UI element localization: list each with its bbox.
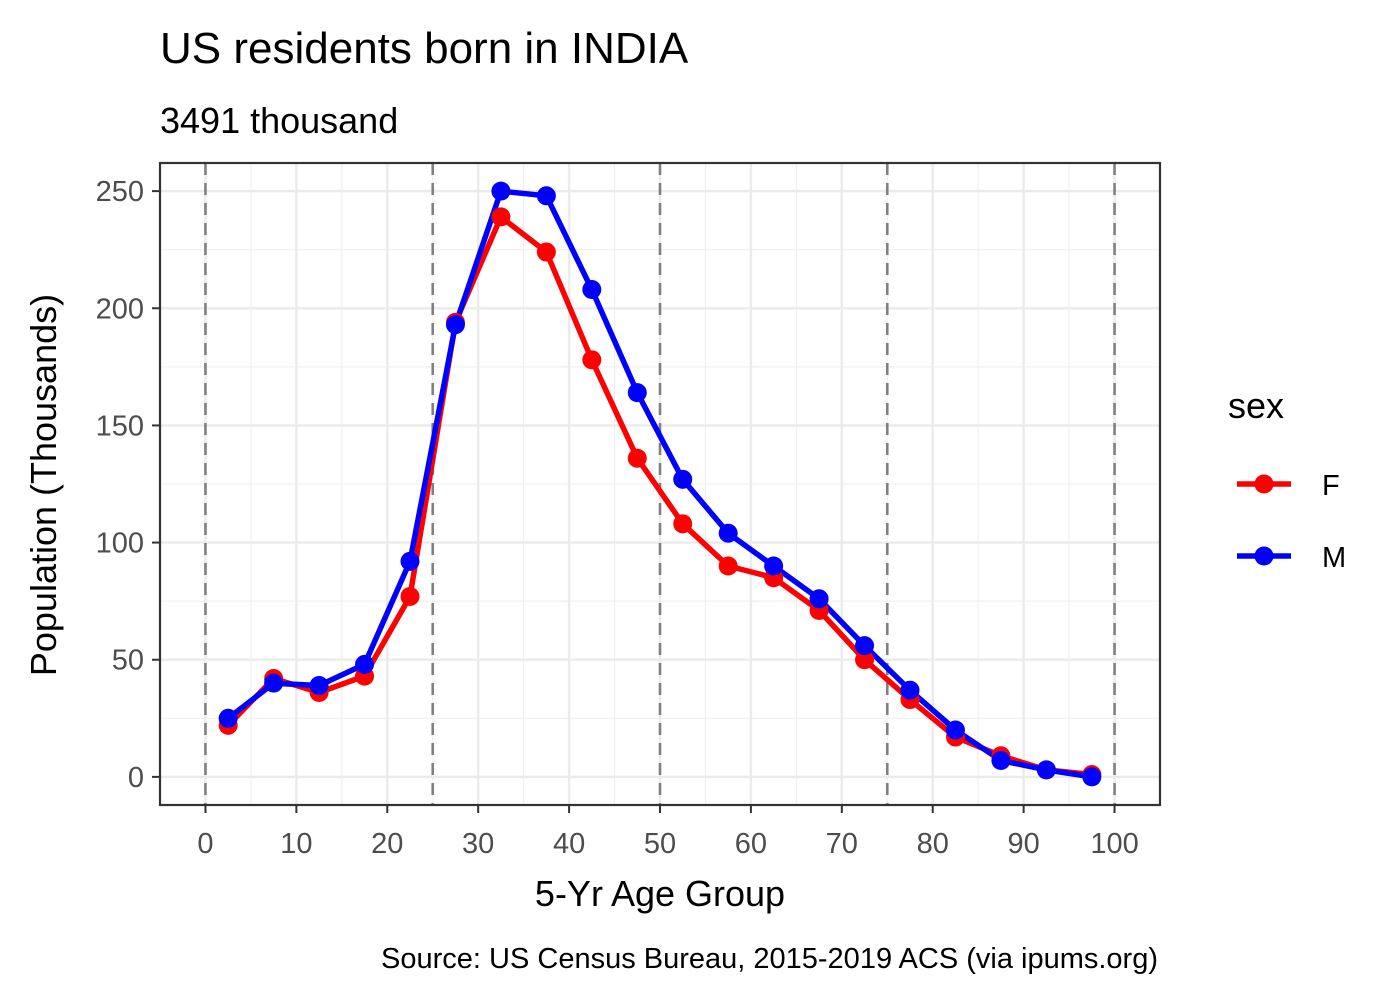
data-point-M-12.5	[309, 676, 329, 696]
chart-subtitle: 3491 thousand	[160, 100, 398, 141]
legend-key-point-F	[1254, 474, 1274, 494]
data-point-M-97.5	[1082, 767, 1102, 787]
data-point-F-32.5	[491, 207, 511, 227]
legend: sex F M	[1228, 385, 1346, 574]
legend-label-M: M	[1322, 542, 1346, 574]
y-axis-title: Population (Thousands)	[23, 294, 64, 676]
data-point-F-42.5	[582, 350, 602, 370]
data-point-M-52.5	[673, 469, 693, 489]
data-point-M-27.5	[445, 315, 465, 335]
y-tick-label: 50	[112, 645, 144, 677]
chart-caption: Source: US Census Bureau, 2015-2019 ACS …	[381, 943, 1158, 975]
x-tick-label: 80	[917, 828, 949, 860]
data-point-M-72.5	[855, 636, 875, 656]
x-tick-label: 50	[644, 828, 676, 860]
legend-key-point-M	[1254, 546, 1274, 566]
data-point-M-42.5	[582, 280, 602, 300]
data-point-M-37.5	[536, 186, 556, 206]
x-tick-label: 100	[1090, 828, 1138, 860]
y-tick-label: 250	[96, 176, 144, 208]
data-point-M-67.5	[809, 589, 829, 609]
data-point-M-62.5	[764, 556, 784, 576]
x-tick-label: 90	[1008, 828, 1040, 860]
x-tick-label: 0	[197, 828, 213, 860]
x-axis-title: 5-Yr Age Group	[535, 873, 785, 914]
data-point-M-87.5	[991, 750, 1011, 770]
chart-title: US residents born in INDIA	[160, 24, 689, 73]
data-point-M-77.5	[900, 680, 920, 700]
y-tick-label: 0	[128, 762, 144, 794]
x-tick-label: 60	[735, 828, 767, 860]
y-tick-label: 200	[96, 293, 144, 325]
data-point-M-2.5	[218, 708, 238, 728]
y-tick-label: 100	[96, 528, 144, 560]
x-tick-label: 40	[553, 828, 585, 860]
data-point-M-22.5	[400, 551, 420, 571]
data-point-M-47.5	[627, 383, 647, 403]
data-point-M-7.5	[264, 673, 284, 693]
data-point-F-47.5	[627, 448, 647, 468]
data-point-M-32.5	[491, 181, 511, 201]
data-point-M-92.5	[1036, 760, 1056, 780]
data-point-F-22.5	[400, 586, 420, 606]
legend-label-F: F	[1322, 470, 1340, 502]
series-line-M	[225, 188, 1095, 780]
data-point-M-17.5	[355, 654, 375, 674]
data-point-F-72.5	[855, 650, 875, 670]
y-tick-label: 150	[96, 410, 144, 442]
data-point-M-57.5	[718, 523, 738, 543]
data-point-M-82.5	[945, 720, 965, 740]
x-tick-label: 20	[371, 828, 403, 860]
x-tick-label: 30	[462, 828, 494, 860]
data-point-F-57.5	[718, 556, 738, 576]
x-tick-label: 10	[280, 828, 312, 860]
x-tick-label: 70	[826, 828, 858, 860]
data-point-F-52.5	[673, 514, 693, 534]
plot-panel: 0 10 20 30 40 50 60 70 80 90 100 0 50 100 150 200 250	[96, 161, 1162, 860]
data-point-F-37.5	[536, 242, 556, 262]
legend-title: sex	[1228, 385, 1284, 426]
